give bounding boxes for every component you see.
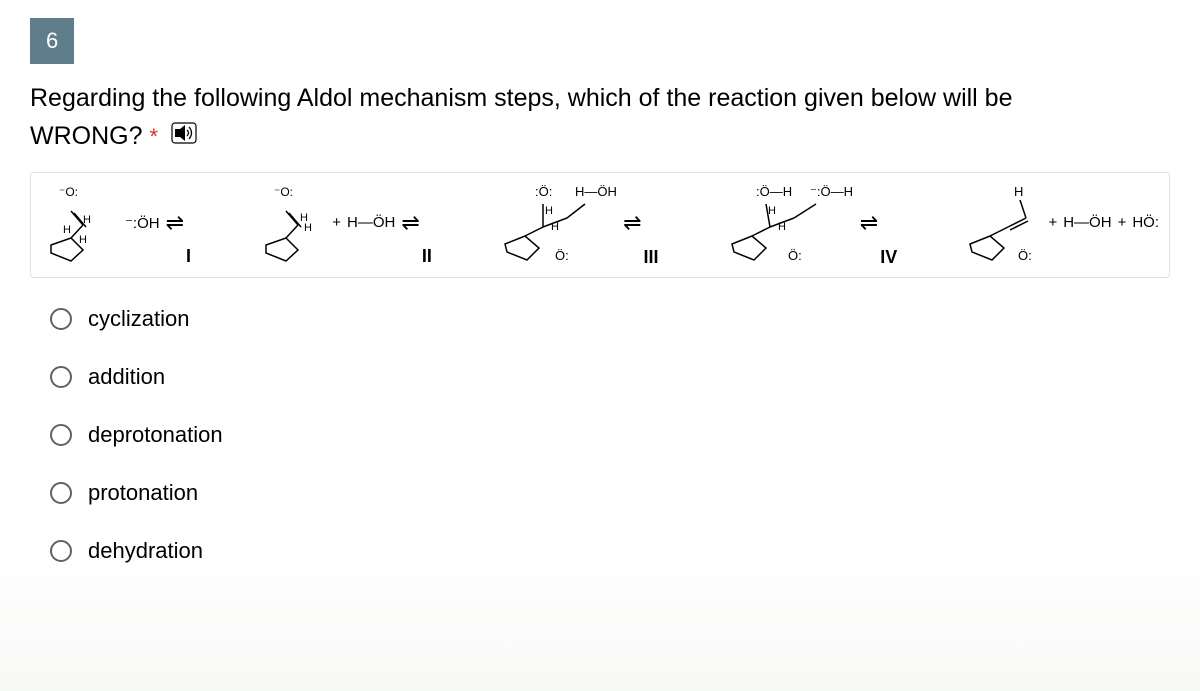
step2-equil: ⇌: [401, 210, 415, 236]
option-deprotonation[interactable]: deprotonation: [50, 422, 1170, 448]
step1-reagent: ⁻:ÖH: [125, 214, 160, 232]
step5-plus2: +: [1118, 214, 1127, 231]
option-protonation[interactable]: protonation: [50, 480, 1170, 506]
svg-text:H: H: [79, 234, 87, 246]
svg-text:⁻O:: ⁻O:: [274, 185, 293, 199]
step5-plus: +: [1048, 214, 1057, 231]
radio-icon[interactable]: [50, 540, 72, 562]
question-number-badge: 6: [30, 18, 74, 64]
step2-plus: +: [332, 214, 341, 231]
svg-text:H: H: [545, 205, 553, 217]
svg-text:Ö:: Ö:: [1018, 248, 1032, 263]
step2-label: II: [422, 246, 432, 267]
svg-text:⁻:Ö—H: ⁻:Ö—H: [810, 184, 853, 199]
svg-text:H: H: [304, 222, 312, 234]
question-text: Regarding the following Aldol mechanism …: [30, 80, 1170, 156]
radio-icon[interactable]: [50, 308, 72, 330]
option-label: cyclization: [88, 306, 189, 332]
chem-step-4: :Ö—H ⁻:Ö—H H H Ö: ⇌ IV: [724, 182, 897, 264]
svg-text:H: H: [551, 221, 559, 233]
question-number: 6: [46, 28, 58, 53]
option-label: deprotonation: [88, 422, 223, 448]
chem-step-3: :Ö: H—ÖH H H Ö: ⇌ III: [497, 182, 658, 264]
chem-step-2: ⁻O: H H + H—ÖH ⇌ II: [256, 183, 432, 263]
svg-text:H: H: [63, 224, 71, 236]
chem-step-5: H Ö: + H—ÖH + HÖ:: [962, 182, 1159, 264]
radio-icon[interactable]: [50, 482, 72, 504]
svg-text::Ö:: :Ö:: [535, 184, 552, 199]
options-container: cyclization addition deprotonation proto…: [30, 306, 1170, 564]
step3-equil: ⇌: [623, 210, 637, 236]
step2-reagent: H—ÖH: [347, 214, 395, 231]
svg-text:⁻O:: ⁻O:: [59, 185, 78, 199]
question-text-line1: Regarding the following Aldol mechanism …: [30, 84, 1012, 112]
svg-text:H: H: [1014, 184, 1023, 199]
svg-text::Ö—H: :Ö—H: [756, 184, 792, 199]
svg-text:H—ÖH: H—ÖH: [575, 184, 617, 199]
step5-prod2: HÖ:: [1132, 214, 1159, 231]
step1-label: I: [186, 246, 191, 267]
option-label: protonation: [88, 480, 198, 506]
required-asterisk: *: [149, 124, 158, 149]
option-dehydration[interactable]: dehydration: [50, 538, 1170, 564]
step5-prod1: H—ÖH: [1063, 214, 1111, 231]
step4-label: IV: [880, 247, 897, 268]
svg-text:H: H: [768, 205, 776, 217]
chem-step-1: ⁻O: H H H ⁻:ÖH ⇌ I: [41, 183, 191, 263]
option-cyclization[interactable]: cyclization: [50, 306, 1170, 332]
reaction-diagram: ⁻O: H H H ⁻:ÖH ⇌ I ⁻O: H H + H—ÖH ⇌ II: [30, 172, 1170, 278]
svg-text:H: H: [83, 214, 91, 226]
molecule-5: H Ö:: [962, 182, 1042, 264]
step3-label: III: [644, 247, 659, 268]
radio-icon[interactable]: [50, 366, 72, 388]
option-label: dehydration: [88, 538, 203, 564]
molecule-1: ⁻O: H H H: [41, 183, 119, 263]
radio-icon[interactable]: [50, 424, 72, 446]
svg-text:Ö:: Ö:: [555, 248, 569, 263]
svg-text:Ö:: Ö:: [788, 248, 802, 263]
svg-text:H: H: [778, 221, 786, 233]
step1-equil: ⇌: [166, 210, 180, 236]
text-to-speech-icon[interactable]: [171, 118, 197, 156]
molecule-3: :Ö: H—ÖH H H Ö:: [497, 182, 617, 264]
option-label: addition: [88, 364, 165, 390]
option-addition[interactable]: addition: [50, 364, 1170, 390]
step4-equil: ⇌: [860, 210, 874, 236]
molecule-4: :Ö—H ⁻:Ö—H H H Ö:: [724, 182, 854, 264]
question-text-line2: WRONG?: [30, 122, 143, 150]
molecule-2: ⁻O: H H: [256, 183, 326, 263]
